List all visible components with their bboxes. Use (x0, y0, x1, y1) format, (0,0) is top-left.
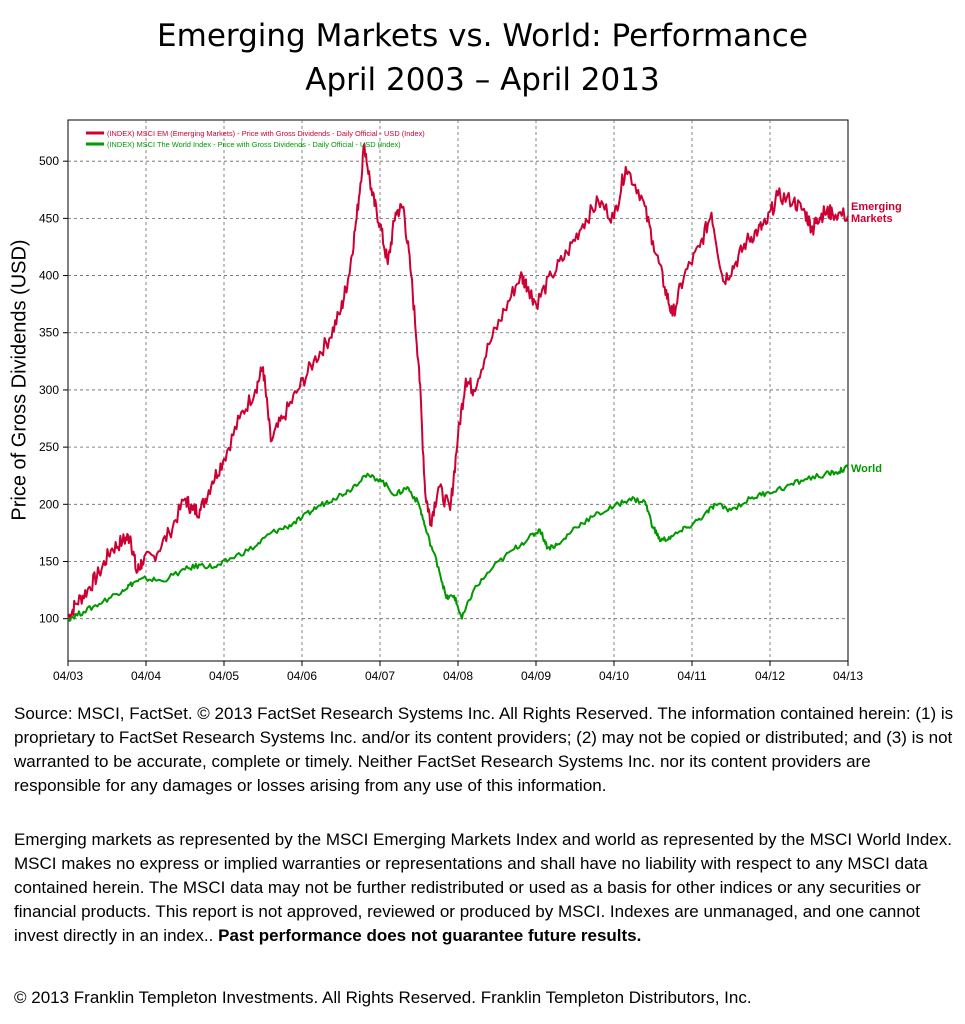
y-tick-label: 400 (39, 269, 59, 283)
series-end-labels: Emerging Markets World (851, 201, 902, 475)
end-label-line: Markets (851, 213, 893, 225)
x-tick-label: 04/03 (53, 669, 83, 683)
x-tick-label: 04/13 (833, 669, 863, 683)
series-line-world (67, 464, 849, 622)
disclaimer-bold: Past performance does not guarantee futu… (218, 926, 642, 945)
y-tick-label: 300 (39, 383, 59, 397)
x-tick-label: 04/07 (365, 669, 395, 683)
x-tick-label: 04/10 (599, 669, 629, 683)
y-tick-label: 350 (39, 326, 59, 340)
title-line-2: April 2003 – April 2013 (305, 62, 660, 98)
y-axis: 100 150 200 250 300 350 400 450 500 (39, 154, 68, 626)
series-lines (67, 143, 849, 622)
y-tick-label: 100 (39, 612, 59, 626)
x-tick-label: 04/09 (521, 669, 551, 683)
grid (68, 120, 848, 661)
end-label-world: World (851, 463, 882, 475)
x-tick-label: 04/11 (677, 669, 706, 683)
y-tick-label: 450 (39, 211, 59, 225)
y-tick-label: 250 (39, 440, 59, 454)
y-tick-label: 200 (39, 497, 59, 511)
x-axis: 04/03 04/04 04/05 04/06 04/07 04/08 04/09 04/10… (53, 661, 863, 683)
legend: (INDEX) MSCI EM (Emerging Markets) - Pri… (86, 129, 425, 149)
source-note: Source: MSCI, FactSet. © 2013 FactSet Re… (14, 704, 954, 795)
copyright-note: © 2013 Franklin Templeton Investments. A… (14, 988, 752, 1007)
series-line-emerging-markets (67, 143, 849, 622)
disclaimer-note: Emerging markets as represented by the M… (14, 828, 954, 948)
end-label-emerging-markets: Emerging Markets (851, 201, 902, 225)
y-tick-label: 150 (39, 554, 59, 568)
disclaimer-text: Emerging markets as represented by the M… (14, 830, 952, 945)
x-tick-label: 04/04 (131, 669, 161, 683)
x-tick-label: 04/08 (443, 669, 473, 683)
chart-title: Emerging Markets vs. World: Performance … (0, 14, 965, 102)
y-tick-label: 500 (39, 154, 59, 168)
end-label-line: Emerging (851, 201, 902, 213)
x-tick-label: 04/12 (755, 669, 785, 683)
title-line-1: Emerging Markets vs. World: Performance (157, 18, 808, 54)
x-tick-label: 04/05 (209, 669, 239, 683)
legend-entry: (INDEX) MSCI The World Index - Price wit… (107, 140, 401, 149)
legend-entry: (INDEX) MSCI EM (Emerging Markets) - Pri… (107, 129, 425, 138)
x-tick-label: 04/06 (287, 669, 317, 683)
